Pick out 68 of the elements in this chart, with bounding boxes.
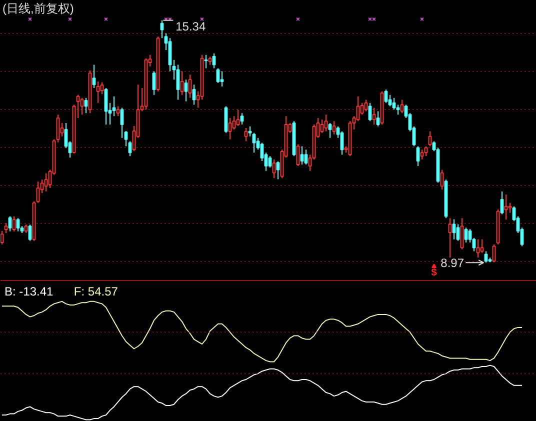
candlestick: [228, 118, 232, 140]
candlestick: [204, 54, 208, 69]
candlestick: [180, 70, 184, 96]
series-label: $: [431, 267, 438, 278]
candlestick: [424, 146, 428, 157]
candlestick: [500, 190, 504, 215]
candlestick: [28, 224, 32, 242]
chart-title: (日线,前复权): [2, 2, 74, 16]
candlestick: [240, 112, 244, 126]
candlestick: [232, 116, 236, 130]
candlestick: [160, 20, 164, 39]
candlestick: [216, 68, 220, 84]
candlestick: [220, 70, 224, 87]
candlestick: [168, 38, 172, 72]
candlestick: [420, 149, 424, 160]
candlestick: [248, 126, 252, 137]
candlestick: [304, 149, 308, 165]
candlestick: [372, 107, 376, 126]
text: B: -13.41: [4, 284, 54, 298]
candlestick: [276, 160, 280, 180]
candlestick: [4, 222, 8, 234]
candlestick: [460, 218, 464, 250]
candlestick: [452, 218, 456, 240]
candlestick: [12, 216, 16, 232]
candlestick: [96, 81, 100, 104]
candlestick: [448, 218, 452, 258]
candlestick: [184, 79, 188, 102]
candlestick: [8, 216, 12, 232]
candlestick: [112, 96, 116, 117]
candlestick: [296, 144, 300, 166]
candlestick: [188, 74, 192, 98]
candlestick: [400, 99, 404, 114]
candlestick: [84, 97, 88, 114]
candlestick: [332, 120, 336, 135]
candlestick: [252, 132, 256, 154]
candlestick: [56, 114, 60, 143]
candlestick: [384, 89, 388, 104]
candlestick: [116, 106, 120, 117]
candlestick: [80, 97, 84, 116]
candlestick: [176, 64, 180, 100]
candlestick: [392, 97, 396, 110]
candlestick: [76, 94, 80, 119]
candlestick: [124, 130, 128, 147]
candlestick: [272, 159, 276, 179]
candlestick: [236, 109, 240, 127]
candlestick: [120, 107, 124, 138]
annotation: 8.97: [440, 256, 464, 270]
series-label: F: 54.57: [74, 284, 118, 298]
candlestick: [192, 84, 196, 106]
candlestick: [300, 146, 304, 165]
candlestick: [100, 82, 104, 95]
candlestick: [464, 227, 468, 243]
candlestick: [268, 156, 272, 168]
candlestick: [328, 122, 332, 138]
candlestick: [36, 181, 40, 204]
candlestick: [376, 110, 380, 127]
candlestick: [456, 224, 460, 242]
candlestick: [320, 119, 324, 134]
candlestick: [152, 70, 156, 96]
candlestick: [324, 114, 328, 132]
candlestick: [44, 172, 48, 192]
candlestick: [92, 64, 96, 88]
candlestick: [416, 146, 420, 166]
annotation: 15.34: [176, 19, 206, 34]
candlestick: [508, 202, 512, 214]
candlestick: [212, 52, 216, 69]
candlestick: [16, 218, 20, 232]
candlestick: [244, 127, 248, 142]
